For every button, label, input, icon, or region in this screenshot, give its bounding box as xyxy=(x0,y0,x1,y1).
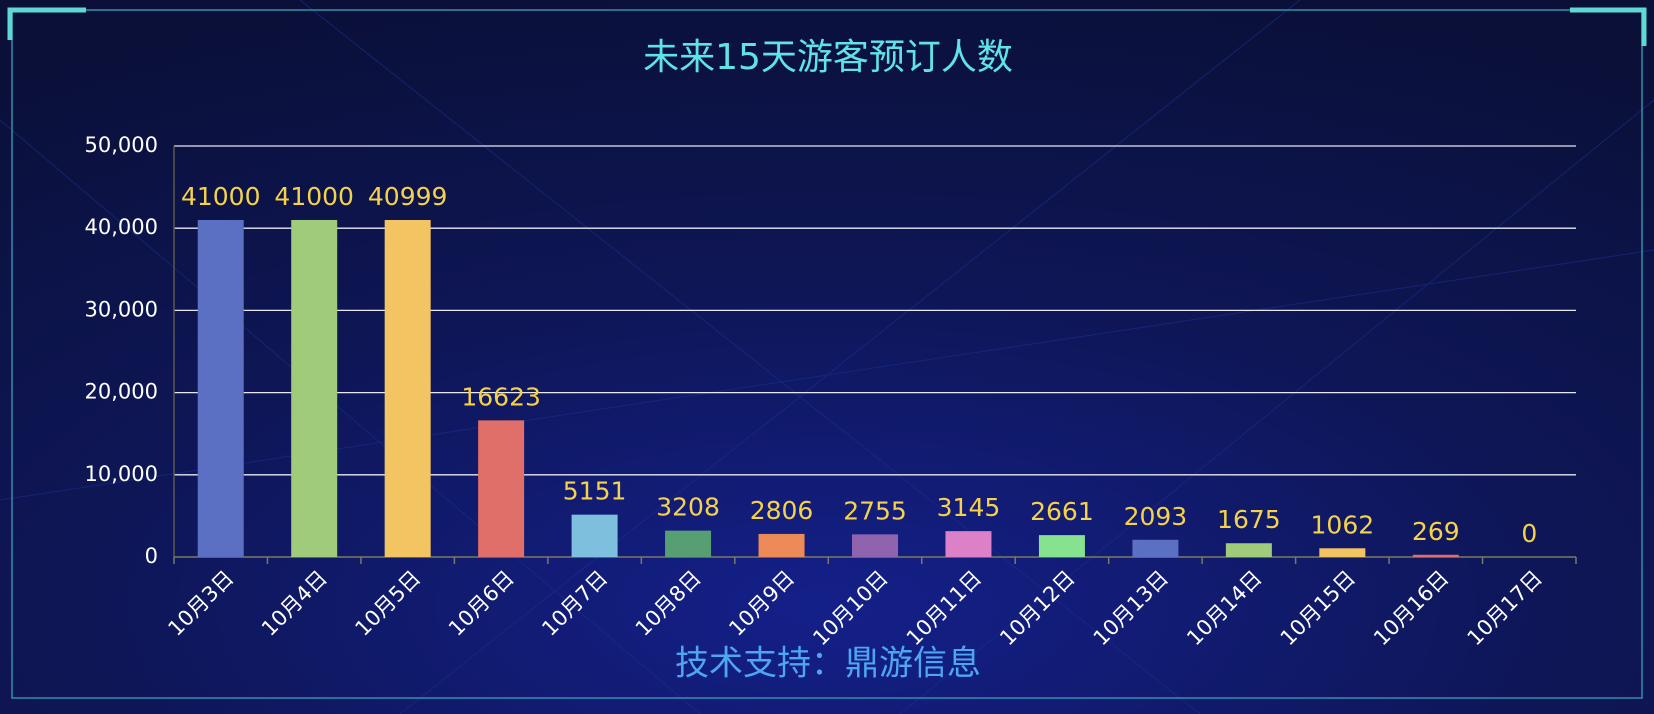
value-label: 3145 xyxy=(937,493,1001,522)
bar xyxy=(1225,543,1272,557)
bar xyxy=(758,533,805,557)
value-label: 2093 xyxy=(1124,502,1188,531)
footer: 技术支持：鼎游信息 xyxy=(675,644,981,684)
value-label: 16623 xyxy=(461,382,541,411)
bar xyxy=(1132,539,1179,557)
value-label: 2755 xyxy=(843,496,907,525)
bar xyxy=(291,219,338,558)
bar xyxy=(1412,554,1459,557)
bar xyxy=(1319,548,1366,557)
value-label: 0 xyxy=(1521,519,1537,548)
y-tick-label: 20,000 xyxy=(85,380,158,404)
frame xyxy=(11,9,1643,699)
y-tick-label: 0 xyxy=(145,544,158,568)
y-tick-label: 40,000 xyxy=(85,215,158,239)
bar xyxy=(478,420,525,557)
value-label: 1062 xyxy=(1311,510,1375,539)
y-tick-label: 50,000 xyxy=(85,133,158,157)
frame-corner xyxy=(7,7,86,40)
bar xyxy=(1038,535,1085,557)
value-label: 3208 xyxy=(656,493,720,522)
value-label: 41000 xyxy=(274,182,354,211)
bar xyxy=(197,219,244,558)
y-tick-label: 10,000 xyxy=(85,462,158,486)
y-tick-label: 30,000 xyxy=(85,297,158,321)
bar xyxy=(384,219,431,557)
value-label: 269 xyxy=(1412,517,1460,546)
bar xyxy=(852,534,898,557)
bar xyxy=(571,514,618,557)
frame-corner xyxy=(1570,7,1647,46)
value-label: 41000 xyxy=(181,182,261,211)
bar xyxy=(945,531,992,557)
value-label: 40999 xyxy=(368,182,448,211)
value-label: 2806 xyxy=(750,496,814,525)
chart-title: 未来15天游客预订人数 xyxy=(643,37,1013,78)
value-label: 5151 xyxy=(563,477,627,506)
bar xyxy=(665,530,712,557)
value-label: 2661 xyxy=(1030,497,1094,526)
value-label: 1675 xyxy=(1217,505,1281,534)
